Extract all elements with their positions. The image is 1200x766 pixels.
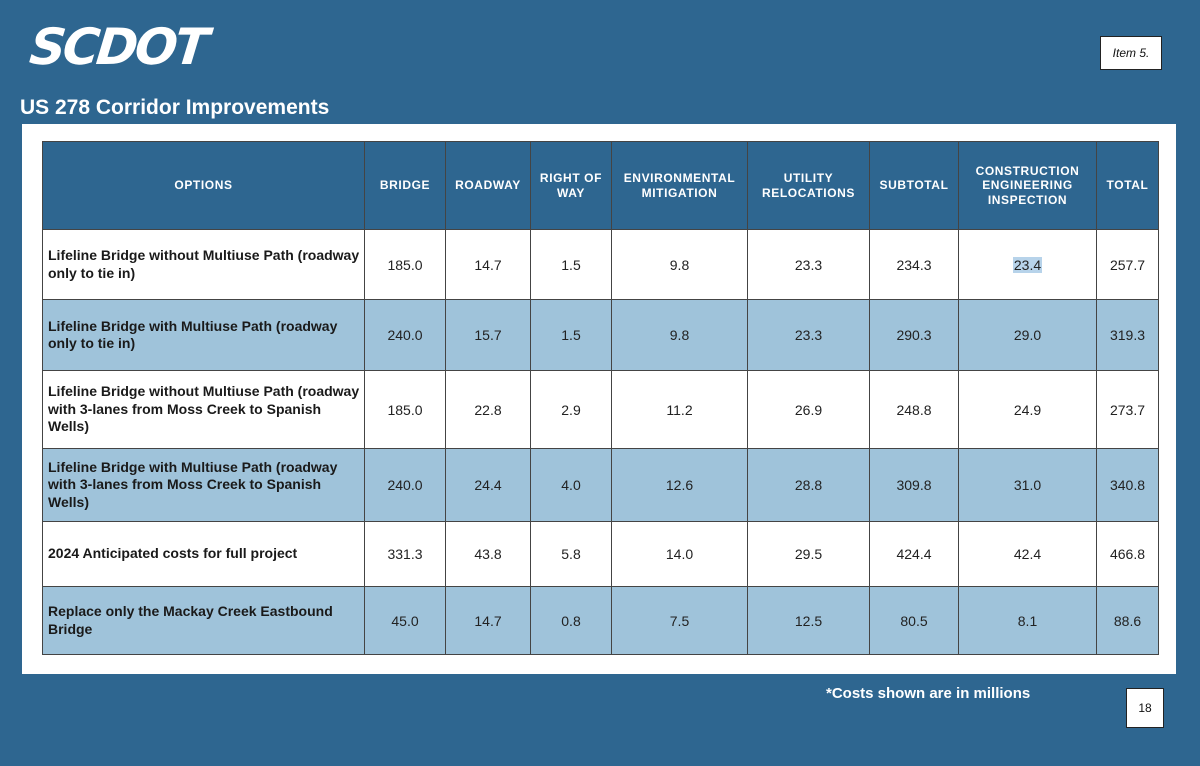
roadway-cell: 24.4 (445, 448, 531, 522)
cost-table: OPTIONS BRIDGE ROADWAY RIGHT OF WAY ENVI… (42, 141, 1159, 655)
bridge-cell: 185.0 (364, 229, 446, 300)
environmental-cell: 11.2 (611, 370, 748, 449)
page-number: 18 (1126, 688, 1164, 728)
environmental-cell: 14.0 (611, 521, 748, 587)
total-cell: 273.7 (1096, 370, 1159, 449)
option-cell: Lifeline Bridge with Multiuse Path (road… (42, 448, 365, 522)
cei-cell: 29.0 (958, 299, 1097, 371)
environmental-cell: 9.8 (611, 299, 748, 371)
col-header-bridge: BRIDGE (364, 141, 446, 230)
option-cell: Lifeline Bridge without Multiuse Path (r… (42, 370, 365, 449)
item-label-box: Item 5. (1100, 36, 1162, 70)
table-row: Replace only the Mackay Creek Eastbound … (42, 586, 1159, 655)
cei-cell: 8.1 (958, 586, 1097, 655)
col-header-right-of-way: RIGHT OF WAY (530, 141, 612, 230)
total-cell: 319.3 (1096, 299, 1159, 371)
col-header-cei: CONSTRUCTION ENGINEERING INSPECTION (958, 141, 1097, 230)
col-header-environmental-mitigation: ENVIRONMENTAL MITIGATION (611, 141, 748, 230)
bridge-cell: 45.0 (364, 586, 446, 655)
table-header-row: OPTIONS BRIDGE ROADWAY RIGHT OF WAY ENVI… (42, 141, 1159, 230)
col-header-options: OPTIONS (42, 141, 365, 230)
total-cell: 466.8 (1096, 521, 1159, 587)
page-title: US 278 Corridor Improvements (20, 96, 330, 119)
total-cell: 340.8 (1096, 448, 1159, 522)
table-row: 2024 Anticipated costs for full project … (42, 521, 1159, 587)
table-row: Lifeline Bridge without Multiuse Path (r… (42, 229, 1159, 300)
environmental-cell: 9.8 (611, 229, 748, 300)
right-of-way-cell: 5.8 (530, 521, 612, 587)
option-cell: Replace only the Mackay Creek Eastbound … (42, 586, 365, 655)
subtotal-cell: 248.8 (869, 370, 959, 449)
table-row: Lifeline Bridge with Multiuse Path (road… (42, 299, 1159, 371)
cei-cell: 23.4 (958, 229, 1097, 300)
table-row: Lifeline Bridge with Multiuse Path (road… (42, 448, 1159, 522)
utility-cell: 12.5 (747, 586, 870, 655)
utility-cell: 23.3 (747, 229, 870, 300)
utility-cell: 28.8 (747, 448, 870, 522)
right-of-way-cell: 0.8 (530, 586, 612, 655)
table-row: Lifeline Bridge without Multiuse Path (r… (42, 370, 1159, 449)
environmental-cell: 7.5 (611, 586, 748, 655)
col-header-total: TOTAL (1096, 141, 1159, 230)
bridge-cell: 240.0 (364, 299, 446, 371)
utility-cell: 29.5 (747, 521, 870, 587)
col-header-roadway: ROADWAY (445, 141, 531, 230)
right-of-way-cell: 1.5 (530, 299, 612, 371)
utility-cell: 23.3 (747, 299, 870, 371)
option-cell: Lifeline Bridge with Multiuse Path (road… (42, 299, 365, 371)
roadway-cell: 14.7 (445, 229, 531, 300)
total-cell: 257.7 (1096, 229, 1159, 300)
cei-cell: 24.9 (958, 370, 1097, 449)
option-cell: 2024 Anticipated costs for full project (42, 521, 365, 587)
subtotal-cell: 290.3 (869, 299, 959, 371)
subtotal-cell: 80.5 (869, 586, 959, 655)
subtotal-cell: 234.3 (869, 229, 959, 300)
cei-cell: 42.4 (958, 521, 1097, 587)
bridge-cell: 240.0 (364, 448, 446, 522)
roadway-cell: 43.8 (445, 521, 531, 587)
right-of-way-cell: 1.5 (530, 229, 612, 300)
scdot-logo: SCDOT (26, 18, 209, 76)
roadway-cell: 15.7 (445, 299, 531, 371)
option-cell: Lifeline Bridge without Multiuse Path (r… (42, 229, 365, 300)
cei-cell: 31.0 (958, 448, 1097, 522)
right-of-way-cell: 4.0 (530, 448, 612, 522)
roadway-cell: 22.8 (445, 370, 531, 449)
col-header-subtotal: SUBTOTAL (869, 141, 959, 230)
highlighted-value[interactable]: 23.4 (1012, 256, 1043, 273)
total-cell: 88.6 (1096, 586, 1159, 655)
bridge-cell: 185.0 (364, 370, 446, 449)
col-header-utility-relocations: UTILITY RELOCATIONS (747, 141, 870, 230)
subtotal-cell: 309.8 (869, 448, 959, 522)
environmental-cell: 12.6 (611, 448, 748, 522)
utility-cell: 26.9 (747, 370, 870, 449)
right-of-way-cell: 2.9 (530, 370, 612, 449)
subtotal-cell: 424.4 (869, 521, 959, 587)
bridge-cell: 331.3 (364, 521, 446, 587)
roadway-cell: 14.7 (445, 586, 531, 655)
table-panel: OPTIONS BRIDGE ROADWAY RIGHT OF WAY ENVI… (22, 124, 1176, 674)
cost-footnote: *Costs shown are in millions (826, 685, 1031, 702)
